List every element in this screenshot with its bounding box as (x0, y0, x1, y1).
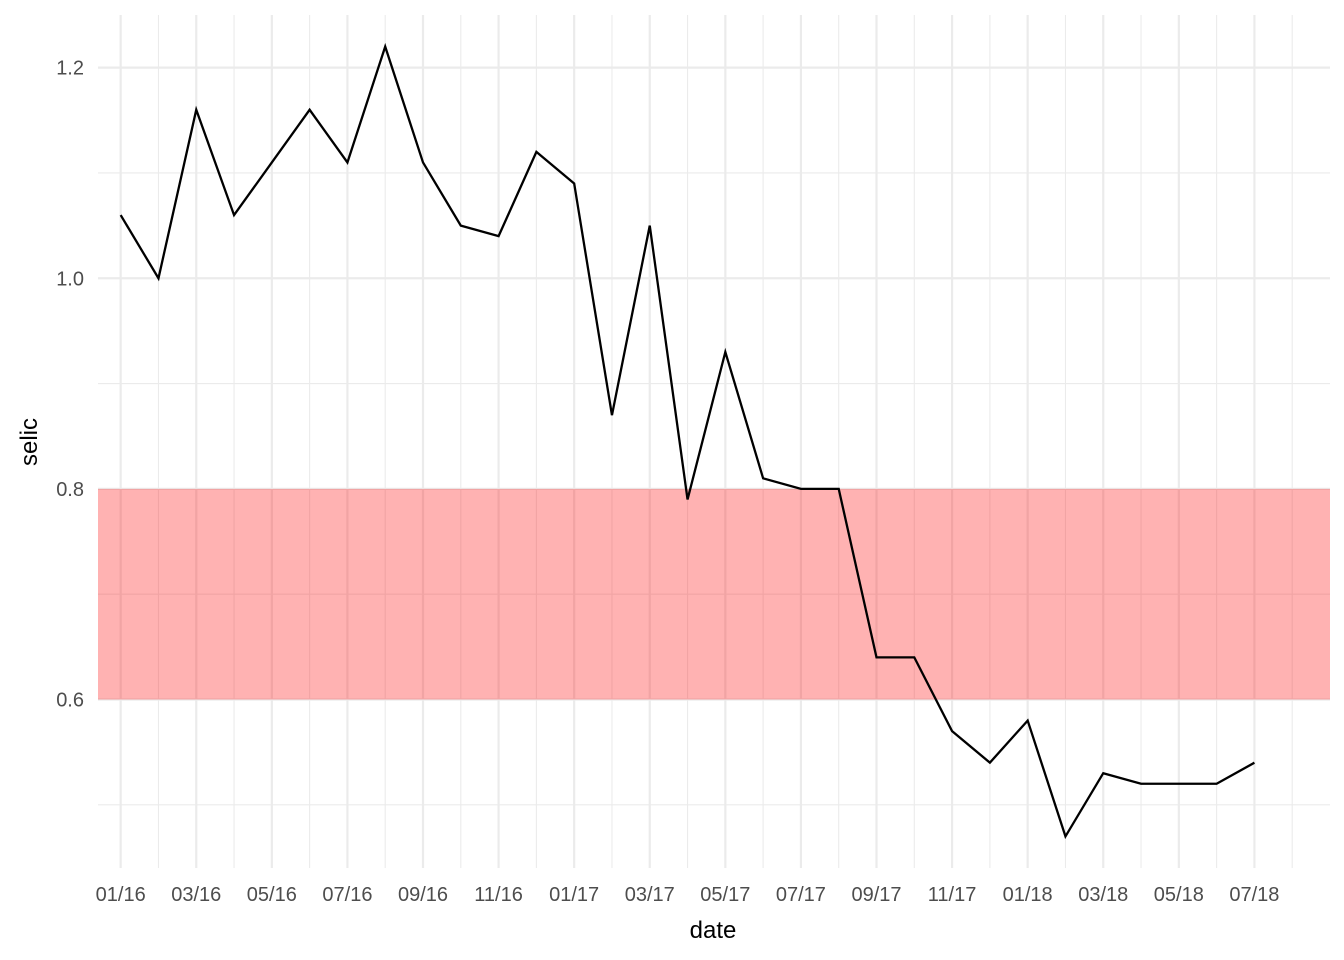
x-tick-label: 05/16 (247, 884, 297, 906)
band-rect (98, 488, 1330, 700)
y-tick-label: 1.0 (56, 268, 84, 290)
x-axis-title: date (690, 917, 737, 944)
target-range-band (98, 488, 1330, 700)
y-tick-label: 0.8 (56, 479, 84, 501)
grid-lines (98, 15, 1330, 868)
x-tick-label: 09/16 (398, 884, 448, 906)
x-tick-label: 11/16 (474, 884, 523, 906)
x-tick-label: 07/17 (776, 884, 826, 906)
x-tick-label: 09/17 (851, 884, 901, 906)
x-tick-label: 03/18 (1078, 884, 1128, 906)
y-tick-label: 1.2 (56, 58, 84, 80)
x-tick-label: 03/17 (625, 884, 675, 906)
y-tick-label: 0.6 (56, 690, 84, 712)
x-axis-ticks: 01/16 03/16 05/16 07/16 09/16 11/16 01/17 03/17… (96, 884, 1280, 906)
x-tick-label: 05/17 (700, 884, 750, 906)
x-tick-label: 01/16 (96, 884, 146, 906)
x-tick-label: 07/16 (322, 884, 372, 906)
selic-series (119, 42, 1255, 840)
x-tick-label: 07/18 (1229, 884, 1279, 906)
x-tick-label: 11/17 (928, 884, 977, 906)
y-axis-ticks: 0.6 0.8 1.0 1.2 (56, 58, 84, 712)
y-axis-title: selic (16, 418, 43, 466)
x-tick-label: 01/18 (1003, 884, 1053, 906)
x-tick-label: 01/17 (549, 884, 599, 906)
series-line (119, 42, 1255, 840)
x-tick-label: 03/16 (171, 884, 221, 906)
x-tick-label: 05/18 (1154, 884, 1204, 906)
